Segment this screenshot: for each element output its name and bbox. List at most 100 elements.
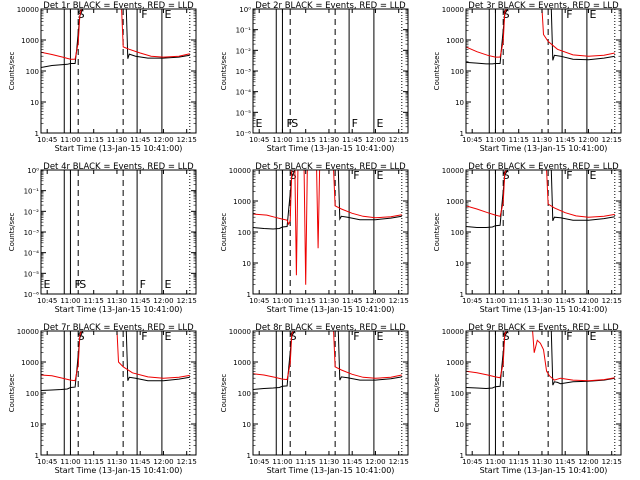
y-tick-label: 10⁻⁶ xyxy=(24,291,40,299)
y-tick-label: 10⁻⁵ xyxy=(24,270,40,278)
x-tick-label: 12:00 xyxy=(153,136,173,144)
x-tick-label: 10:45 xyxy=(37,136,57,144)
x-tick-label: 11:15 xyxy=(509,458,529,466)
chart-title: Det 9r BLACK = Events, RED = LLD xyxy=(468,323,619,333)
x-tick-label: 11:45 xyxy=(342,297,362,305)
series-group xyxy=(466,9,615,65)
series-group xyxy=(41,331,190,391)
y-tick-label: 10⁻² xyxy=(236,47,252,55)
event-marker-label: E xyxy=(589,169,596,182)
x-axis-label: Start Time (13-Jan-15 10:41:00) xyxy=(480,144,608,153)
event-marker-label: S xyxy=(503,8,510,21)
y-tick-label: 100 xyxy=(26,68,39,76)
x-tick-label: 11:30 xyxy=(107,458,127,466)
series-line-lld xyxy=(253,170,402,285)
x-tick-label: 11:30 xyxy=(319,458,339,466)
x-tick-label: 11:00 xyxy=(60,297,80,305)
event-marker-label: F xyxy=(140,278,146,291)
x-tick-label: 11:45 xyxy=(130,136,150,144)
y-tick-label: 10 xyxy=(30,421,39,429)
chart-title: Det 3r BLACK = Events, RED = LLD xyxy=(468,1,619,11)
x-tick-label: 11:15 xyxy=(84,136,104,144)
y-tick-label: 100 xyxy=(451,229,464,237)
y-tick-label: 1000 xyxy=(233,198,251,206)
x-tick-label: 11:00 xyxy=(485,458,505,466)
x-tick-label: 11:15 xyxy=(296,458,316,466)
y-tick-label: 1000 xyxy=(21,359,39,367)
y-tick-label: 1 xyxy=(35,130,39,138)
x-tick-label: 11:30 xyxy=(532,458,552,466)
x-tick-label: 11:30 xyxy=(532,297,552,305)
x-tick-label: 11:30 xyxy=(319,297,339,305)
y-tick-label: 10⁰ xyxy=(239,6,251,14)
x-tick-label: 11:45 xyxy=(130,458,150,466)
y-tick-label: 10⁰ xyxy=(27,167,39,175)
x-tick-label: 11:00 xyxy=(485,136,505,144)
series-line-events xyxy=(41,9,190,68)
x-tick-label: 11:45 xyxy=(130,297,150,305)
x-tick-label: 12:00 xyxy=(153,297,173,305)
x-axis-label: Start Time (13-Jan-15 10:41:00) xyxy=(480,466,608,475)
x-tick-label: 11:15 xyxy=(84,458,104,466)
series-group xyxy=(466,331,615,390)
x-tick-label: 11:00 xyxy=(60,458,80,466)
x-tick-label: 12:00 xyxy=(578,458,598,466)
x-tick-label: 12:15 xyxy=(602,297,622,305)
x-tick-label: 12:15 xyxy=(602,458,622,466)
y-axis-label: Counts/sec xyxy=(220,52,228,91)
y-tick-label: 10000 xyxy=(442,6,464,14)
event-marker-label: F xyxy=(566,8,572,21)
series-line-events xyxy=(253,331,402,390)
y-axis-label: Counts/sec xyxy=(8,52,16,91)
y-tick-label: 10⁻³ xyxy=(24,229,40,237)
x-tick-label: 11:15 xyxy=(509,136,529,144)
y-axis-label: Counts/sec xyxy=(433,213,441,252)
x-tick-label: 11:00 xyxy=(485,297,505,305)
event-marker-label: F xyxy=(141,330,147,343)
y-tick-label: 10⁻² xyxy=(24,208,40,216)
x-tick-label: 11:00 xyxy=(272,297,292,305)
event-marker-label: E xyxy=(164,278,171,291)
event-marker-label: S xyxy=(291,117,298,130)
x-axis-label: Start Time (13-Jan-15 10:41:00) xyxy=(55,144,183,153)
event-marker-label: F xyxy=(141,8,147,21)
x-tick-label: 10:45 xyxy=(462,297,482,305)
x-tick-label: 11:30 xyxy=(532,136,552,144)
x-tick-label: 10:45 xyxy=(249,136,269,144)
y-tick-label: 10⁻¹ xyxy=(236,27,252,35)
series-line-events xyxy=(466,331,615,390)
y-tick-label: 10⁻⁵ xyxy=(236,109,252,117)
y-tick-label: 1000 xyxy=(446,198,464,206)
y-tick-label: 10⁻⁶ xyxy=(236,130,252,138)
x-tick-label: 11:45 xyxy=(555,458,575,466)
y-axis-label: Counts/sec xyxy=(433,52,441,91)
event-marker-label: S xyxy=(503,169,510,182)
x-tick-label: 11:00 xyxy=(60,136,80,144)
x-axis-label: Start Time (13-Jan-15 10:41:00) xyxy=(267,305,395,314)
y-tick-label: 1000 xyxy=(21,37,39,45)
x-tick-label: 10:45 xyxy=(462,458,482,466)
x-tick-label: 10:45 xyxy=(249,458,269,466)
event-marker-label: F xyxy=(353,169,359,182)
event-marker-label: S xyxy=(78,8,85,21)
y-tick-label: 10 xyxy=(455,260,464,268)
x-tick-label: 11:45 xyxy=(555,136,575,144)
event-marker-label: F xyxy=(75,278,81,291)
x-tick-label: 12:15 xyxy=(389,136,409,144)
y-tick-label: 10000 xyxy=(229,167,251,175)
series-group xyxy=(253,170,402,285)
y-tick-label: 10000 xyxy=(229,328,251,336)
chart-title: Det 6r BLACK = Events, RED = LLD xyxy=(468,162,619,172)
event-marker-label: E xyxy=(164,8,171,21)
y-tick-label: 10000 xyxy=(17,328,39,336)
y-tick-label: 10 xyxy=(30,99,39,107)
y-tick-label: 100 xyxy=(238,390,251,398)
x-tick-label: 11:00 xyxy=(272,136,292,144)
event-marker-label: S xyxy=(78,330,85,343)
